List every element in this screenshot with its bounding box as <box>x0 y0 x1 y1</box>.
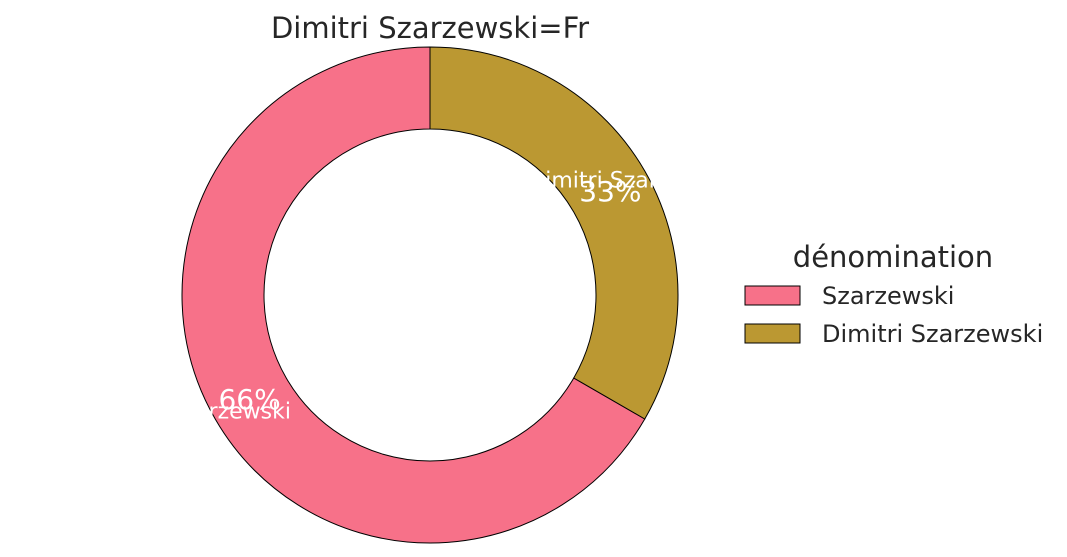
slice-category-label-1: Szarzewski <box>170 399 291 424</box>
legend-title: dénomination <box>793 240 993 274</box>
legend-swatch-2 <box>744 323 801 344</box>
slice-percent-label-2: 33% <box>579 175 641 208</box>
legend-items: Szarzewski Dimitri Szarzewski <box>744 282 1043 348</box>
chart-title: Dimitri Szarzewski=Fr <box>271 11 589 45</box>
slice-percent-label-1: 66% <box>218 383 280 416</box>
donut-slices <box>181 46 679 544</box>
slice-category-label-2: Dimitri Szarzewski <box>528 169 731 194</box>
legend-swatch-1 <box>744 285 801 306</box>
legend-label-1: Szarzewski <box>822 282 954 310</box>
legend-label-2: Dimitri Szarzewski <box>822 320 1043 348</box>
slice-1 <box>181 46 646 544</box>
slice-2 <box>429 46 679 420</box>
legend: dénomination Szarzewski Dimitri Szarzewsk… <box>744 240 1043 348</box>
